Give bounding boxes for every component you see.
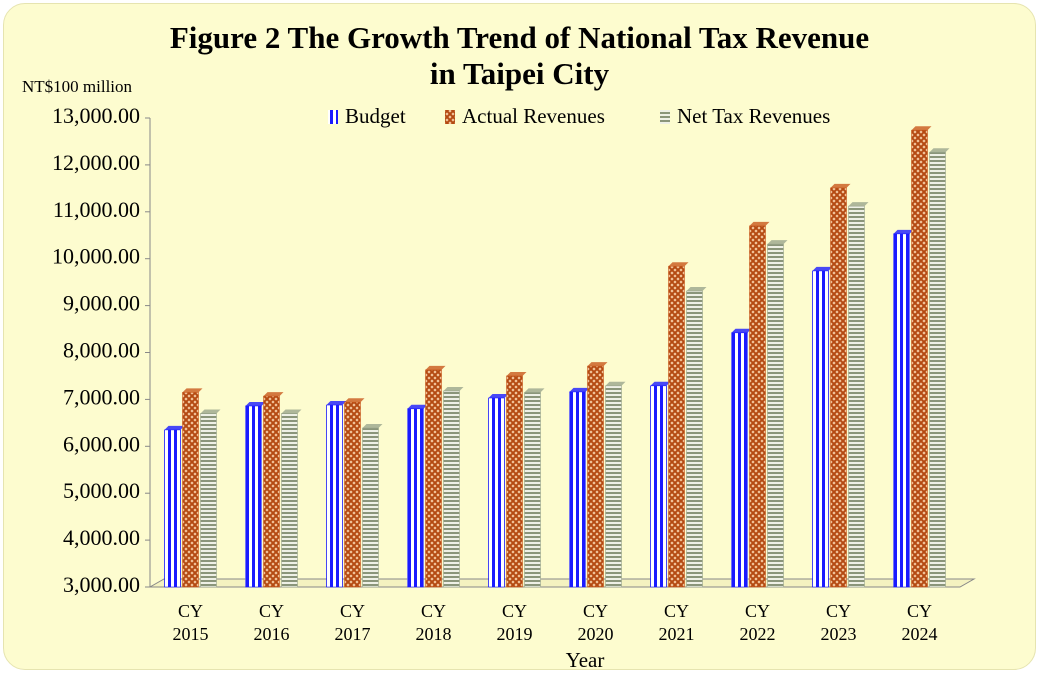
bar (326, 404, 343, 588)
bar-top (668, 262, 689, 267)
legend-swatch (445, 110, 455, 124)
bar (362, 427, 379, 588)
chart-title: Figure 2 The Growth Trend of National Ta… (169, 20, 870, 91)
bar (587, 365, 604, 588)
x-tick-label: CY 2017 (334, 601, 371, 644)
bar (200, 413, 217, 588)
bar (488, 397, 505, 588)
x-tick-label: CY 2018 (415, 601, 452, 644)
x-tick-label: CY 2020 (577, 601, 614, 644)
bar-top (344, 398, 365, 403)
y-tick-label: 11,000.00 (53, 197, 140, 222)
bar (749, 225, 766, 588)
bar-top (812, 266, 833, 271)
bar (893, 233, 910, 588)
bar (407, 408, 424, 588)
bar (929, 151, 946, 588)
y-tick-label: 3,000.00 (63, 572, 140, 597)
bar-top (488, 393, 509, 398)
bar (731, 332, 748, 588)
x-tick-label: CY 2019 (496, 601, 533, 644)
bar-top (848, 202, 869, 207)
legend-label: Net Tax Revenues (677, 104, 830, 128)
x-tick-label: CY 2021 (658, 601, 695, 644)
x-tick-label: CY 2016 (253, 601, 290, 644)
bar-top (182, 388, 203, 393)
y-tick-label: 8,000.00 (63, 338, 140, 363)
legend-label: Budget (345, 104, 406, 128)
bar (830, 187, 847, 588)
bar (569, 391, 586, 588)
bar-top (605, 381, 626, 386)
bar (650, 385, 667, 588)
bar (443, 390, 460, 588)
y-tick-label: 9,000.00 (63, 291, 140, 316)
bar-top (587, 362, 608, 367)
bar-top (686, 287, 707, 292)
bar (812, 270, 829, 588)
bar (848, 205, 865, 588)
bar-top (164, 425, 185, 430)
bar-top (326, 401, 347, 406)
bar-top (245, 401, 266, 406)
bar-top (425, 365, 446, 370)
bar (281, 413, 298, 588)
bar (686, 290, 703, 588)
bar-top (506, 371, 527, 376)
y-axis-label: NT$100 million (22, 77, 133, 96)
y-tick-label: 10,000.00 (52, 244, 140, 269)
bar-top (731, 328, 752, 333)
legend-swatch (660, 110, 670, 124)
bar (263, 395, 280, 588)
bar (767, 243, 784, 588)
bar-top (929, 148, 950, 153)
legend-swatch (328, 110, 338, 124)
bar-top (911, 126, 932, 131)
legend-label: Actual Revenues (462, 104, 605, 128)
bar (182, 392, 199, 588)
bar-top (569, 387, 590, 392)
bar (164, 429, 181, 588)
bar-top (749, 221, 770, 226)
bar-top (443, 386, 464, 391)
bar (668, 265, 685, 588)
x-tick-label: CY 2015 (172, 601, 209, 644)
bar-top (893, 229, 914, 234)
bar-top (407, 404, 428, 409)
bar-top (281, 409, 302, 414)
x-tick-label: CY 2023 (820, 601, 857, 644)
x-axis-label: Year (566, 648, 605, 672)
bar (524, 392, 541, 588)
bar (344, 401, 361, 588)
bar (425, 369, 442, 588)
x-tick-label: CY 2022 (739, 601, 776, 644)
bar (911, 129, 928, 588)
bar-top (263, 392, 284, 397)
y-tick-label: 6,000.00 (63, 431, 140, 456)
y-tick-label: 4,000.00 (63, 525, 140, 550)
x-tick-label: CY 2024 (901, 601, 938, 644)
y-tick-label: 12,000.00 (52, 150, 140, 175)
bar-top (767, 240, 788, 245)
bar-top (830, 183, 851, 188)
y-tick-label: 5,000.00 (63, 478, 140, 503)
y-tick-label: 13,000.00 (52, 103, 140, 128)
bar-top (362, 424, 383, 429)
bar-top (650, 381, 671, 386)
bar (245, 405, 262, 588)
bar-top (200, 409, 221, 414)
bar (506, 375, 523, 588)
bar (605, 385, 622, 588)
y-tick-label: 7,000.00 (63, 384, 140, 409)
bar-top (524, 388, 545, 393)
